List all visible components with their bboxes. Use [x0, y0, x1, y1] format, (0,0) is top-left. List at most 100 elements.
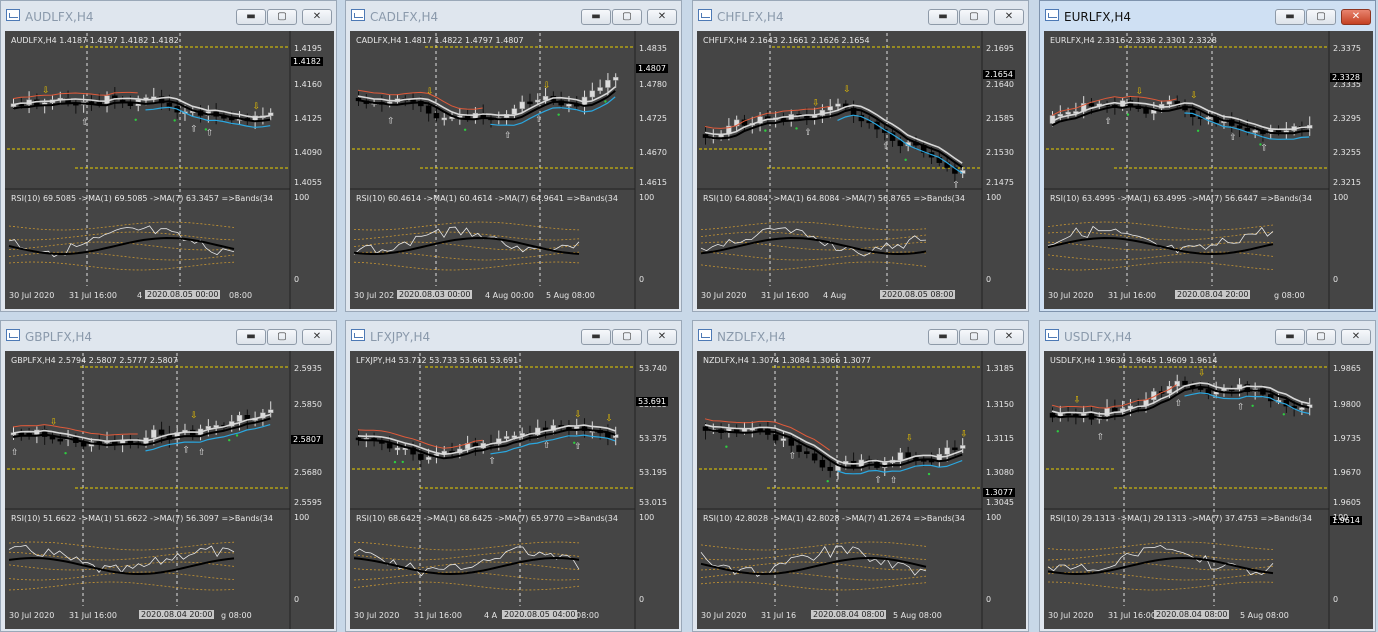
rsi-label: RSI(10) 51.6622 ->MA(1) 51.6622 ->MA(7) …: [11, 514, 273, 523]
chart-window-gbplfx[interactable]: GBPLFX,H4 ▬ ▢ ✕ ⇧ ⇩ ⇧ ⇩ ⇧ GBPLFX,H4 2.5794 2…: [0, 320, 337, 632]
chart-window-cadlfx[interactable]: CADLFX,H4 ▬ ▢ ✕ ⇧ ⇩ ⇧ ⇩ ⇧ CADLFX,H4 1.4817 1…: [345, 0, 682, 312]
chart-window-chflfx[interactable]: CHFLFX,H4 ▬ ▢ ✕ ⇧ ⇩ ⇧ ⇩ ⇧ CHFLFX,H4 2.1643 2…: [692, 0, 1029, 312]
time-axis-label: 30 Jul 2020: [354, 611, 400, 620]
window-title: NZDLFX,H4: [717, 330, 786, 344]
price-and-rsi-plot[interactable]: ⇧ ⇩ ⇧ ⇩ ⇧: [5, 31, 334, 309]
maximize-button[interactable]: ▢: [1306, 9, 1336, 25]
crosshair-time-label: 2020.08.05 04:00: [502, 610, 578, 619]
price-axis-label: 2.5850: [294, 400, 322, 409]
close-button[interactable]: ✕: [647, 329, 677, 345]
minimize-button[interactable]: ▬: [236, 329, 266, 345]
ohlc-label: AUDLFX,H4 1.4187 1.4197 1.4182 1.4182: [11, 36, 179, 45]
ohlc-label: EURLFX,H4 2.3316 2.3336 2.3301 2.3328: [1050, 36, 1217, 45]
price-axis-label: 2.3215: [1333, 178, 1361, 187]
maximize-button[interactable]: ▢: [612, 9, 642, 25]
rsi-axis-min: 0: [639, 595, 645, 604]
window-titlebar[interactable]: EURLFX,H4 ▬ ▢ ✕: [1040, 1, 1375, 31]
minimize-button[interactable]: ▬: [236, 9, 266, 25]
chart-area[interactable]: ⇧ ⇩ ⇧ ⇩ ⇧ NZDLFX,H4 1.3074 1.3084 1.3066 1.3…: [697, 351, 1026, 629]
chart-area[interactable]: ⇧ ⇩ ⇧ ⇩ ⇧ AUDLFX,H4 1.4187 1.4197 1.4182 1.4…: [5, 31, 334, 309]
price-and-rsi-plot[interactable]: ⇧ ⇩ ⇧ ⇩ ⇧: [1044, 351, 1373, 629]
window-titlebar[interactable]: AUDLFX,H4 ▬ ▢ ✕: [1, 1, 336, 31]
time-axis-label: g 08:00: [1274, 291, 1305, 300]
price-axis-label: 53.015: [639, 498, 667, 507]
rsi-label: RSI(10) 69.5085 ->MA(1) 69.5085 ->MA(7) …: [11, 194, 273, 203]
price-and-rsi-plot[interactable]: ⇧ ⇩ ⇧ ⇩ ⇧: [5, 351, 334, 629]
svg-text:⇧: ⇧: [387, 117, 395, 127]
maximize-button[interactable]: ▢: [267, 329, 297, 345]
maximize-button[interactable]: ▢: [959, 9, 989, 25]
window-titlebar[interactable]: USDLFX,H4 ▬ ▢ ✕: [1040, 321, 1375, 351]
close-button[interactable]: ✕: [302, 9, 332, 25]
time-axis-label: 31 Jul 16:00: [761, 291, 809, 300]
price-and-rsi-plot[interactable]: ⇧ ⇩ ⇧ ⇩ ⇧: [697, 351, 1026, 629]
svg-text:⇧: ⇧: [535, 115, 543, 125]
crosshair-time-label: 2020.08.04 20:00: [139, 610, 215, 619]
chart-area[interactable]: ⇧ ⇩ ⇧ ⇩ ⇧ USDLFX,H4 1.9630 1.9645 1.9609 1.9…: [1044, 351, 1373, 629]
svg-text:⇧: ⇧: [882, 142, 890, 152]
chart-window-usdlfx[interactable]: USDLFX,H4 ▬ ▢ ✕ ⇧ ⇩ ⇧ ⇩ ⇧ USDLFX,H4 1.9630 1…: [1039, 320, 1376, 632]
close-button[interactable]: ✕: [994, 329, 1024, 345]
maximize-button[interactable]: ▢: [612, 329, 642, 345]
crosshair-time-label: 2020.08.04 08:00: [1154, 610, 1230, 619]
window-titlebar[interactable]: CHFLFX,H4 ▬ ▢ ✕: [693, 1, 1028, 31]
price-axis-label: 1.9735: [1333, 434, 1361, 443]
window-titlebar[interactable]: GBPLFX,H4 ▬ ▢ ✕: [1, 321, 336, 351]
window-titlebar[interactable]: NZDLFX,H4 ▬ ▢ ✕: [693, 321, 1028, 351]
svg-text:⇧: ⇧: [1175, 399, 1183, 409]
price-and-rsi-plot[interactable]: ⇧ ⇩ ⇧ ⇩ ⇧: [350, 31, 679, 309]
price-and-rsi-plot[interactable]: ⇧ ⇩ ⇧ ⇩ ⇧: [1044, 31, 1373, 309]
chart-window-lfxjpy[interactable]: LFXJPY,H4 ▬ ▢ ✕ ⇧ ⇩ ⇧ ⇩ ⇧ LFXJPY,H4 53.712 5…: [345, 320, 682, 632]
chart-window-eurlfx[interactable]: EURLFX,H4 ▬ ▢ ✕ ⇧ ⇩ ⇧ ⇩ ⇧ EURLFX,H4 2.3316 2…: [1039, 0, 1376, 312]
time-axis-label: 4 Aug: [823, 291, 847, 300]
window-title: CADLFX,H4: [370, 10, 439, 24]
minimize-button[interactable]: ▬: [928, 329, 958, 345]
price-axis-label: 1.4055: [294, 178, 322, 187]
crosshair-time-label: 2020.08.05 00:00: [145, 290, 221, 299]
chart-area[interactable]: ⇧ ⇩ ⇧ ⇩ ⇧ EURLFX,H4 2.3316 2.3336 2.3301 2.3…: [1044, 31, 1373, 309]
svg-text:⇧: ⇧: [1229, 133, 1237, 143]
svg-text:⇧: ⇧: [11, 448, 19, 458]
chart-window-audlfx[interactable]: AUDLFX,H4 ▬ ▢ ✕ ⇧ ⇩ ⇧ ⇩ ⇧ AUDLFX,H4 1.4187 1…: [0, 0, 337, 312]
price-axis-label: 2.5595: [294, 498, 322, 507]
crosshair-time-label: 2020.08.05 08:00: [880, 290, 956, 299]
svg-text:⇧: ⇧: [182, 446, 190, 456]
window-title: LFXJPY,H4: [370, 330, 431, 344]
time-axis-label: 4: [137, 291, 143, 300]
price-axis-label: 1.4670: [639, 148, 667, 157]
chart-area[interactable]: ⇧ ⇩ ⇧ ⇩ ⇧ CHFLFX,H4 2.1643 2.1661 2.1626 2.1…: [697, 31, 1026, 309]
maximize-button[interactable]: ▢: [1306, 329, 1336, 345]
chart-window-icon: [698, 329, 712, 341]
rsi-axis-min: 0: [1333, 275, 1339, 284]
minimize-button[interactable]: ▬: [1275, 329, 1305, 345]
close-button[interactable]: ✕: [994, 9, 1024, 25]
chart-area[interactable]: ⇧ ⇩ ⇧ ⇩ ⇧ LFXJPY,H4 53.712 53.733 53.661 53.…: [350, 351, 679, 629]
minimize-button[interactable]: ▬: [928, 9, 958, 25]
minimize-button[interactable]: ▬: [581, 329, 611, 345]
window-titlebar[interactable]: LFXJPY,H4 ▬ ▢ ✕: [346, 321, 681, 351]
svg-text:⇩: ⇩: [426, 87, 434, 97]
window-titlebar[interactable]: CADLFX,H4 ▬ ▢ ✕: [346, 1, 681, 31]
svg-text:⇧: ⇧: [952, 181, 960, 191]
maximize-button[interactable]: ▢: [959, 329, 989, 345]
minimize-button[interactable]: ▬: [1275, 9, 1305, 25]
chart-area[interactable]: ⇧ ⇩ ⇧ ⇩ ⇧ GBPLFX,H4 2.5794 2.5807 2.5777 2.5…: [5, 351, 334, 629]
current-price-marker: 1.9614: [1330, 516, 1362, 525]
close-button[interactable]: ✕: [1341, 9, 1371, 25]
close-button[interactable]: ✕: [302, 329, 332, 345]
time-axis-label: 5 Aug 08:00: [893, 611, 942, 620]
time-axis-label: 4 Aug 00:00: [485, 291, 534, 300]
crosshair-time-label: 2020.08.03 00:00: [397, 290, 473, 299]
chart-window-nzdlfx[interactable]: NZDLFX,H4 ▬ ▢ ✕ ⇧ ⇩ ⇧ ⇩ ⇧ NZDLFX,H4 1.3074 1…: [692, 320, 1029, 632]
maximize-button[interactable]: ▢: [267, 9, 297, 25]
close-button[interactable]: ✕: [647, 9, 677, 25]
price-and-rsi-plot[interactable]: ⇧ ⇩ ⇧ ⇩ ⇧: [350, 351, 679, 629]
price-axis-label: 1.4160: [294, 80, 322, 89]
price-and-rsi-plot[interactable]: ⇧ ⇩ ⇧ ⇩ ⇧: [697, 31, 1026, 309]
close-button[interactable]: ✕: [1341, 329, 1371, 345]
minimize-button[interactable]: ▬: [581, 9, 611, 25]
chart-area[interactable]: ⇧ ⇩ ⇧ ⇩ ⇧ CADLFX,H4 1.4817 1.4822 1.4797 1.4…: [350, 31, 679, 309]
current-price-marker: 2.1654: [983, 70, 1015, 79]
price-axis-label: 1.3080: [986, 468, 1014, 477]
svg-text:⇩: ⇩: [42, 86, 50, 96]
